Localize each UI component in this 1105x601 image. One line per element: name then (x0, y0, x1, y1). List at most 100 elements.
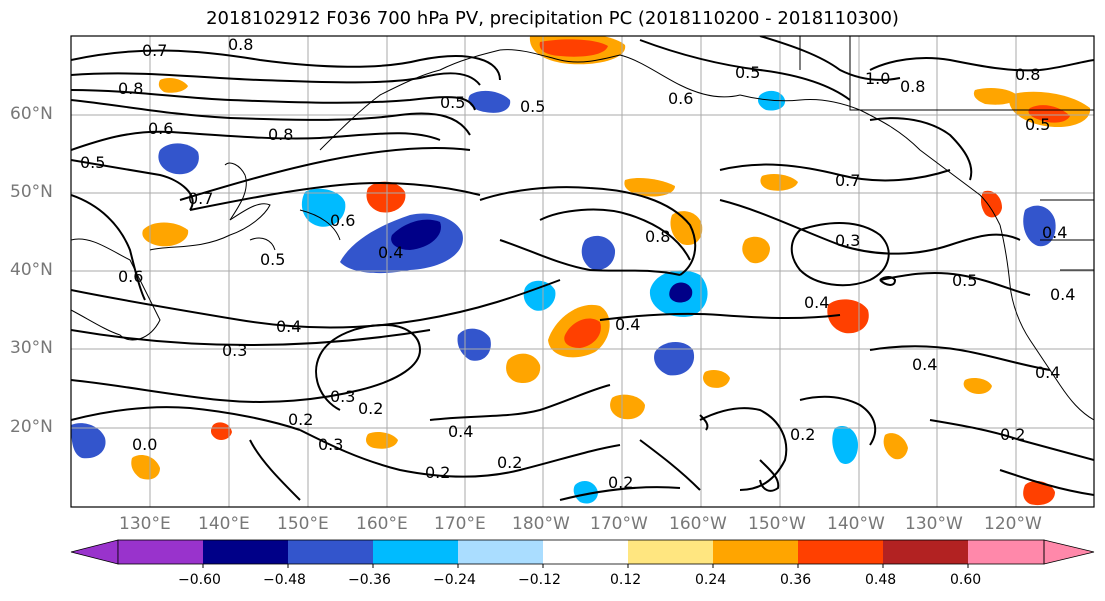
contour-label: 0.5 (260, 250, 285, 269)
neg-anomaly-core (669, 282, 693, 303)
contour-label: 0.8 (228, 35, 253, 54)
contour-label: 0.5 (440, 93, 465, 112)
contour-label: 0.2 (1000, 425, 1025, 444)
contour-label: 0.5 (1025, 115, 1050, 134)
pos-anomaly-blob (1023, 480, 1055, 506)
colorbar-frame (117, 539, 1045, 565)
lon-label-120w: 120°W (984, 514, 1042, 534)
contour-label: 0.3 (330, 387, 355, 406)
contour-label: 0.3 (222, 341, 247, 360)
contour-label: 0.3 (318, 435, 343, 454)
lat-label-60n: 60°N (10, 104, 53, 124)
lon-label-170w: 170°W (590, 514, 648, 534)
contour-label: 0.7 (835, 171, 860, 190)
neg-anomaly-blob (71, 423, 106, 459)
pos-anomaly-blob (131, 455, 160, 480)
lon-label-170e: 170°E (434, 514, 486, 534)
lon-label-160e: 160°E (356, 514, 408, 534)
lon-label-130w: 130°W (905, 514, 963, 534)
colorbar-bin (713, 540, 798, 564)
colorbar-tick-label: −0.48 (263, 572, 306, 588)
neg-anomaly-blob (457, 328, 491, 361)
colorbar-bin (203, 540, 288, 564)
colorbar-bin (543, 540, 628, 564)
pos-anomaly-blob (610, 394, 645, 420)
colorbar-bin (118, 540, 203, 564)
neg-anomaly-blob (301, 188, 346, 227)
pos-anomaly-blob (742, 236, 770, 264)
colorbar-bin (968, 540, 1044, 564)
neg-anomaly-blob (468, 90, 511, 113)
lat-label-40n: 40°N (10, 260, 53, 280)
contour-label: 0.6 (330, 211, 355, 230)
lat-label-20n: 20°N (10, 417, 53, 437)
contour-label: 0.0 (132, 435, 157, 454)
colorbar-tick-label: −0.24 (433, 572, 476, 588)
contour-label: 0.4 (378, 243, 403, 262)
neg-anomaly-blob (1023, 205, 1056, 247)
pos-anomaly-blob (827, 299, 869, 334)
contour-label: 0.2 (608, 473, 633, 492)
neg-anomaly-blob (581, 235, 616, 270)
pos-anomaly-core (539, 39, 608, 57)
neg-anomaly-core (391, 219, 441, 250)
pos-anomaly-blob (963, 378, 992, 394)
neg-anomaly-blob (573, 480, 598, 504)
lon-label-140e: 140°E (198, 514, 250, 534)
colorbar-tick-label: −0.36 (348, 572, 391, 588)
contour-label: 0.4 (276, 317, 301, 336)
pos-anomaly-blob (366, 181, 406, 213)
neg-anomaly-blob (523, 280, 556, 311)
colorbar-tick-label: −0.60 (178, 572, 221, 588)
coastlines (71, 36, 1094, 421)
pos-anomaly-blob (624, 178, 675, 197)
contour-label: 0.2 (288, 410, 313, 429)
contour-label: 0.8 (900, 77, 925, 96)
contour-label: 0.8 (1015, 65, 1040, 84)
pv-contours (71, 36, 1094, 501)
pos-anomaly-blob (980, 190, 1002, 218)
colorbar-bin (628, 540, 713, 564)
lat-label-30n: 30°N (10, 338, 53, 358)
map-title: 2018102912 F036 700 hPa PV, precipitatio… (206, 8, 899, 29)
colorbar-bin (798, 540, 883, 564)
colorbar-tick-label: −0.12 (518, 572, 561, 588)
colorbar-tick-label: 0.12 (610, 572, 642, 588)
pos-anomaly-core (564, 318, 601, 348)
pos-anomaly-blob (158, 78, 188, 93)
contour-label: 0.4 (448, 422, 473, 441)
contour-label: 0.2 (497, 453, 522, 472)
colorbar-bin (373, 540, 458, 564)
contour-label: 0.2 (425, 463, 450, 482)
colorbar-bin (458, 540, 543, 564)
lon-label-180w: 180°W (512, 514, 570, 534)
colorbar-bin (288, 540, 373, 564)
contour-labels: 0.7 0.8 0.8 0.6 0.5 0.7 0.8 0.6 0.5 0.4 … (80, 35, 1075, 492)
contour-label: 0.5 (952, 271, 977, 290)
lon-label-140w: 140°W (827, 514, 885, 534)
contour-label: 0.6 (668, 89, 693, 108)
colorbar (70, 539, 1095, 568)
contour-label: 0.4 (615, 315, 640, 334)
contour-label: 0.4 (1050, 285, 1075, 304)
colorbar-bin (883, 540, 968, 564)
contour-label: 0.3 (835, 231, 860, 250)
pos-anomaly-blob (760, 174, 798, 191)
colorbar-tick-label: 0.48 (865, 572, 897, 588)
pos-anomaly-blob (973, 88, 1018, 105)
pos-anomaly-blob (703, 370, 730, 388)
contour-label: 0.8 (118, 79, 143, 98)
pos-anomaly-blob (366, 432, 398, 449)
lon-label-130e: 130°E (119, 514, 171, 534)
contour-label: 0.6 (148, 119, 173, 138)
lat-label-50n: 50°N (10, 182, 53, 202)
contour-label: 0.7 (188, 189, 213, 208)
contour-label: 0.5 (80, 153, 105, 172)
lon-label-160w: 160°W (669, 514, 727, 534)
contour-label: 0.8 (645, 227, 670, 246)
neg-anomaly-blob (654, 341, 695, 376)
colorbar-tick-label: 0.60 (950, 572, 982, 588)
contour-label: 0.4 (1035, 363, 1060, 382)
precipitation-shading (71, 36, 1091, 506)
